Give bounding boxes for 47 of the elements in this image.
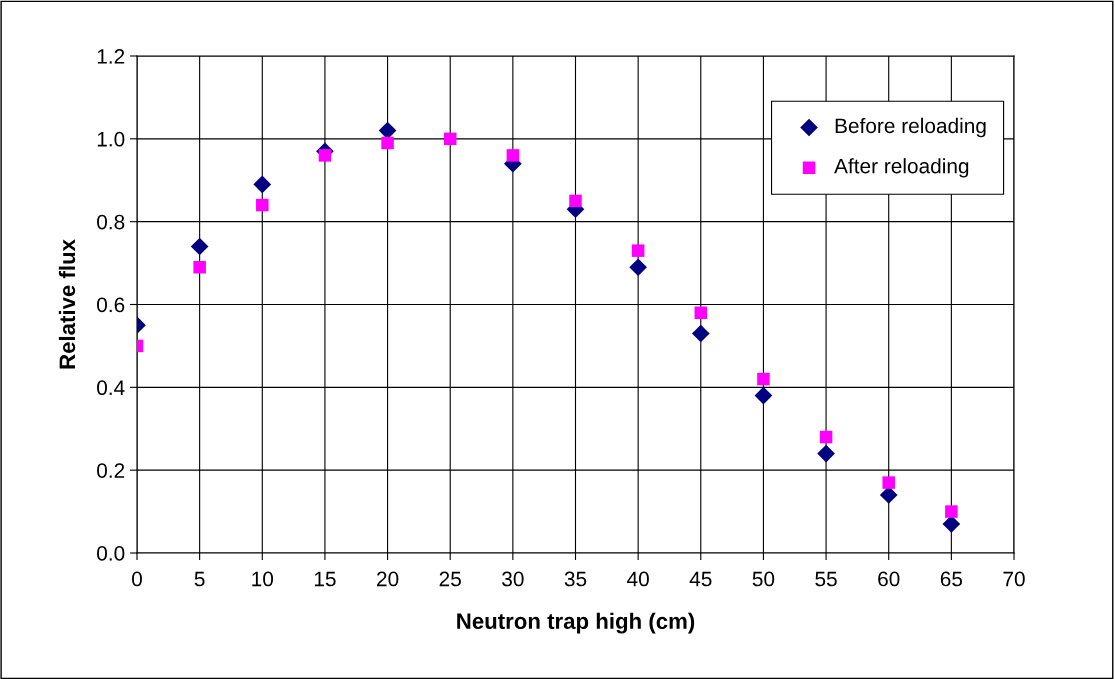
x-tick-label: 45	[689, 571, 712, 587]
y-axis-title: Relative flux	[58, 239, 76, 369]
point	[253, 175, 272, 194]
point	[945, 505, 958, 518]
y-tick-label: 0.2	[97, 463, 125, 478]
legend-label: After reloading	[834, 158, 969, 178]
x-tick-label: 10	[252, 571, 274, 587]
point	[754, 386, 773, 405]
x-tick-label: 0	[132, 571, 142, 587]
x-tick-label: 35	[564, 571, 587, 587]
point	[569, 194, 582, 208]
point	[190, 237, 209, 256]
point	[193, 260, 206, 274]
y-tick-label: 1.0	[97, 131, 125, 147]
x-tick-label: 50	[752, 571, 775, 587]
point	[819, 430, 833, 444]
x-tick-label: 40	[627, 571, 649, 587]
point	[256, 198, 269, 212]
x-tick-label: 30	[502, 571, 524, 587]
point	[381, 136, 394, 150]
y-tick-label: 0.0	[97, 546, 125, 561]
y-tick-label: 0.4	[97, 380, 125, 396]
y-tick-label: 0.8	[97, 214, 125, 230]
x-tick-label: 20	[377, 571, 399, 587]
point	[443, 132, 457, 146]
legend-label: Before reloading	[835, 117, 986, 138]
point	[694, 306, 708, 320]
point	[631, 244, 645, 257]
y-tick-label: 1.2	[97, 49, 125, 64]
y-tick-label: 0.6	[97, 297, 125, 313]
x-tick-label: 25	[439, 571, 461, 587]
point	[757, 372, 770, 386]
x-tick-label: 55	[815, 571, 837, 587]
x-tick-label: 5	[194, 571, 205, 587]
point	[506, 149, 520, 162]
point	[629, 258, 647, 277]
x-tick-label: 70	[1003, 571, 1025, 587]
point	[817, 444, 835, 463]
point	[879, 486, 898, 504]
x-axis-title: Neutron trap high (cm)	[457, 612, 695, 634]
point	[318, 149, 332, 162]
point	[882, 476, 895, 489]
x-tick-label: 15	[314, 571, 336, 587]
point	[942, 515, 961, 533]
point	[691, 324, 710, 343]
x-tick-label: 60	[878, 571, 900, 587]
x-tick-label: 65	[940, 571, 963, 587]
